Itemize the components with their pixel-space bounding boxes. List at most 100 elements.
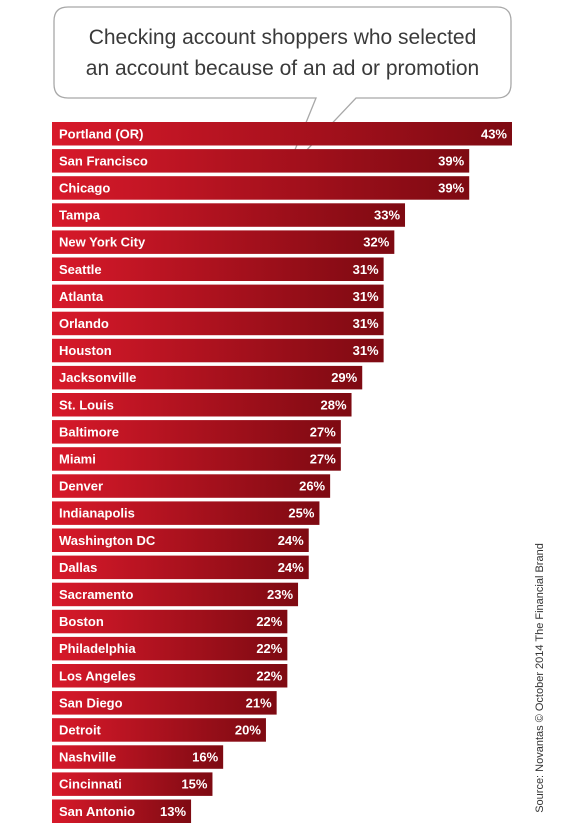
data-label: 24% bbox=[278, 560, 304, 575]
data-label: 27% bbox=[310, 424, 336, 439]
bar-row: Orlando 31% bbox=[52, 311, 384, 336]
category-label: Jacksonville bbox=[59, 370, 136, 385]
data-label: 25% bbox=[288, 506, 314, 521]
data-label: 32% bbox=[363, 235, 389, 250]
data-label: 31% bbox=[353, 316, 379, 331]
bar bbox=[52, 772, 213, 796]
category-label: Washington DC bbox=[59, 533, 156, 548]
category-label: Atlanta bbox=[59, 289, 104, 304]
bar-row: Philadelphia 22% bbox=[52, 636, 288, 661]
bar-row: Atlanta 31% bbox=[52, 284, 384, 309]
bar bbox=[52, 230, 395, 254]
category-label: Tampa bbox=[59, 208, 101, 223]
bar bbox=[52, 528, 309, 552]
data-label: 28% bbox=[321, 397, 347, 412]
bar-row: Portland (OR) 43% bbox=[52, 122, 512, 146]
category-label: Seattle bbox=[59, 262, 102, 277]
data-label: 16% bbox=[192, 750, 218, 765]
bar bbox=[52, 284, 384, 309]
bar-row: Washington DC 24% bbox=[52, 528, 309, 552]
bar-row: Seattle 31% bbox=[52, 257, 384, 281]
bar-row: Sacramento 23% bbox=[52, 582, 299, 607]
bar-row: Cincinnati 15% bbox=[52, 772, 213, 796]
category-label: Denver bbox=[59, 479, 103, 494]
bar-row: Denver 26% bbox=[52, 474, 331, 498]
bar bbox=[52, 745, 224, 769]
bar bbox=[52, 365, 363, 390]
data-label: 43% bbox=[481, 126, 507, 141]
bar bbox=[52, 420, 341, 444]
data-label: 20% bbox=[235, 722, 261, 737]
bar bbox=[52, 176, 470, 200]
category-label: Houston bbox=[59, 343, 112, 358]
bar-row: Detroit 20% bbox=[52, 718, 266, 742]
bar bbox=[52, 664, 288, 688]
bar bbox=[52, 718, 266, 742]
category-label: Miami bbox=[59, 451, 96, 466]
bar-row: Dallas 24% bbox=[52, 555, 309, 580]
data-label: 21% bbox=[246, 695, 272, 710]
bar bbox=[52, 636, 288, 661]
data-label: 27% bbox=[310, 451, 336, 466]
category-label: Nashville bbox=[59, 750, 116, 765]
data-label: 22% bbox=[256, 614, 282, 629]
bar-row: St. Louis 28% bbox=[52, 393, 352, 417]
data-label: 29% bbox=[331, 370, 357, 385]
data-label: 22% bbox=[256, 641, 282, 656]
bar bbox=[52, 311, 384, 336]
category-label: St. Louis bbox=[59, 397, 114, 412]
bars-group: Portland (OR) 43% San Francisco 39% Chicago 3… bbox=[52, 122, 512, 823]
category-label: Boston bbox=[59, 614, 104, 629]
bar bbox=[52, 393, 352, 417]
bar bbox=[52, 582, 299, 607]
category-label: Portland (OR) bbox=[59, 126, 144, 141]
bar-row: Indianapolis 25% bbox=[52, 501, 320, 525]
data-label: 31% bbox=[353, 262, 379, 277]
data-label: 13% bbox=[160, 804, 186, 819]
bar-row: Jacksonville 29% bbox=[52, 365, 363, 390]
category-label: Detroit bbox=[59, 722, 102, 737]
data-label: 24% bbox=[278, 533, 304, 548]
category-label: Philadelphia bbox=[59, 641, 136, 656]
bar-row: New York City 32% bbox=[52, 230, 395, 254]
bar bbox=[52, 338, 384, 363]
bar-row: Miami 27% bbox=[52, 447, 341, 471]
data-label: 31% bbox=[353, 289, 379, 304]
bar bbox=[52, 474, 331, 498]
data-label: 39% bbox=[438, 180, 464, 195]
category-label: San Francisco bbox=[59, 153, 148, 168]
bar bbox=[52, 609, 288, 634]
category-label: New York City bbox=[59, 235, 146, 250]
bar bbox=[52, 203, 406, 227]
data-label: 26% bbox=[299, 479, 325, 494]
bar bbox=[52, 691, 277, 715]
bar bbox=[52, 122, 512, 146]
category-label: Dallas bbox=[59, 560, 97, 575]
category-label: Orlando bbox=[59, 316, 109, 331]
title-callout: Checking account shoppers who selected a… bbox=[53, 6, 512, 173]
bar-row: Chicago 39% bbox=[52, 176, 470, 200]
data-label: 22% bbox=[256, 668, 282, 683]
bar-row: Los Angeles 22% bbox=[52, 664, 288, 688]
chart-title-line-1: Checking account shoppers who selected bbox=[89, 26, 477, 49]
source-note: Source: Novantas © October 2014 The Fina… bbox=[534, 543, 546, 813]
bar-row: Tampa 33% bbox=[52, 203, 406, 227]
category-label: Baltimore bbox=[59, 424, 119, 439]
bar-row: San Antonio 13% bbox=[52, 799, 192, 823]
bar bbox=[52, 501, 320, 525]
bar bbox=[52, 555, 309, 580]
data-label: 15% bbox=[181, 777, 207, 792]
bar-row: San Francisco 39% bbox=[52, 149, 470, 173]
category-label: Cincinnati bbox=[59, 777, 122, 792]
category-label: San Antonio bbox=[59, 804, 135, 819]
bar-row: San Diego 21% bbox=[52, 691, 277, 715]
bar-row: Boston 22% bbox=[52, 609, 288, 634]
category-label: Sacramento bbox=[59, 587, 133, 602]
chart-title-line-2: an account because of an ad or promotion bbox=[86, 57, 479, 80]
data-label: 31% bbox=[353, 343, 379, 358]
bar bbox=[52, 257, 384, 281]
category-label: Los Angeles bbox=[59, 668, 136, 683]
data-label: 23% bbox=[267, 587, 293, 602]
bar-row: Nashville 16% bbox=[52, 745, 224, 769]
